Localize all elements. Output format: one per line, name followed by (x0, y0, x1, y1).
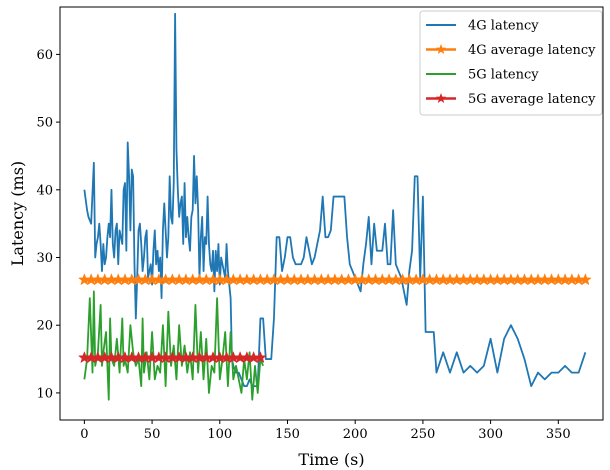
legend-box (419, 10, 603, 116)
legend-label: 4G latency (468, 19, 539, 34)
y-tick-label: 40 (36, 183, 53, 198)
series-3 (77, 350, 267, 364)
legend-label: 4G average latency (468, 43, 596, 58)
y-tick-label: 20 (36, 319, 53, 334)
series-marker (579, 273, 592, 286)
x-axis-label: Time (s) (298, 450, 364, 469)
x-tick-label: 100 (207, 427, 232, 442)
legend-item: 4G average latency (426, 43, 596, 58)
series-2 (83, 290, 264, 401)
legend-marker (435, 93, 447, 103)
y-tick-label: 60 (36, 48, 53, 63)
x-axis-ticks: 0 50 100 150 200 250 300 350 (80, 420, 571, 442)
y-axis-ticks: 10 20 30 40 50 60 (36, 48, 60, 401)
legend-item: 5G latency (426, 68, 539, 83)
legend-marker (435, 44, 447, 54)
series-marker (254, 350, 267, 364)
y-tick-label: 30 (36, 251, 53, 266)
series-line (83, 12, 587, 388)
plot-frame (59, 6, 604, 421)
series-line (83, 290, 264, 401)
x-tick-label: 350 (546, 427, 571, 442)
series-1 (77, 273, 592, 286)
legend-item: 5G average latency (426, 92, 596, 107)
x-tick-label: 250 (410, 427, 435, 442)
x-tick-label: 0 (80, 427, 88, 442)
y-axis-label: Latency (ms) (8, 161, 27, 266)
y-tick-label: 50 (36, 116, 53, 131)
x-tick-label: 50 (144, 427, 161, 442)
legend: 4G latency 4G average latency 5G latency 5G… (419, 10, 603, 116)
x-tick-label: 150 (275, 427, 300, 442)
y-tick-label: 10 (36, 386, 53, 401)
legend-label: 5G average latency (468, 92, 596, 107)
x-tick-label: 300 (478, 427, 503, 442)
plot-series (77, 12, 592, 401)
series-0 (83, 12, 587, 388)
x-tick-label: 200 (343, 427, 368, 442)
legend-label: 5G latency (468, 68, 539, 83)
legend-item: 4G latency (426, 19, 539, 34)
